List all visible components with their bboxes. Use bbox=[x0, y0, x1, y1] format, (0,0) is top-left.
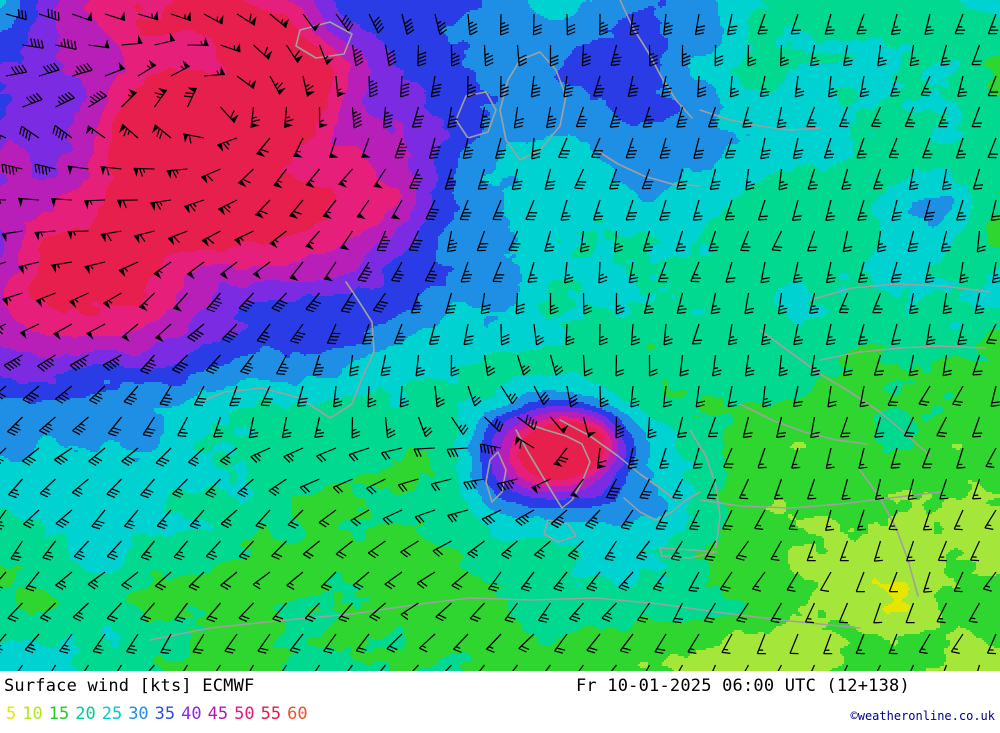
scale-value-5: 5 bbox=[6, 704, 17, 724]
page-title: Surface wind [kts] ECMWF bbox=[4, 676, 255, 696]
surface-wind-map-canvas[interactable] bbox=[0, 0, 1000, 671]
scale-value-20: 20 bbox=[75, 704, 96, 724]
map-footer: Surface wind [kts] ECMWF Fr 10-01-2025 0… bbox=[0, 671, 1000, 733]
wind-speed-color-scale: 5 10 15 20 25 30 35 40 45 50 55 60 bbox=[6, 704, 308, 725]
scale-value-25: 25 bbox=[101, 704, 123, 724]
scale-value-55: 55 bbox=[260, 704, 282, 724]
scale-value-60: 60 bbox=[287, 704, 308, 724]
scale-value-30: 30 bbox=[128, 704, 149, 724]
scale-value-45: 45 bbox=[207, 704, 229, 724]
scale-value-10: 10 bbox=[22, 704, 43, 724]
scale-value-15: 15 bbox=[48, 704, 70, 724]
valid-time-label: Fr 10-01-2025 06:00 UTC (12+138) bbox=[576, 676, 910, 696]
scale-value-35: 35 bbox=[154, 704, 176, 724]
scale-value-50: 50 bbox=[234, 704, 255, 724]
copyright-label: ©weatheronline.co.uk bbox=[850, 709, 996, 723]
weather-map-viewport[interactable] bbox=[0, 0, 1000, 671]
scale-value-40: 40 bbox=[181, 704, 202, 724]
